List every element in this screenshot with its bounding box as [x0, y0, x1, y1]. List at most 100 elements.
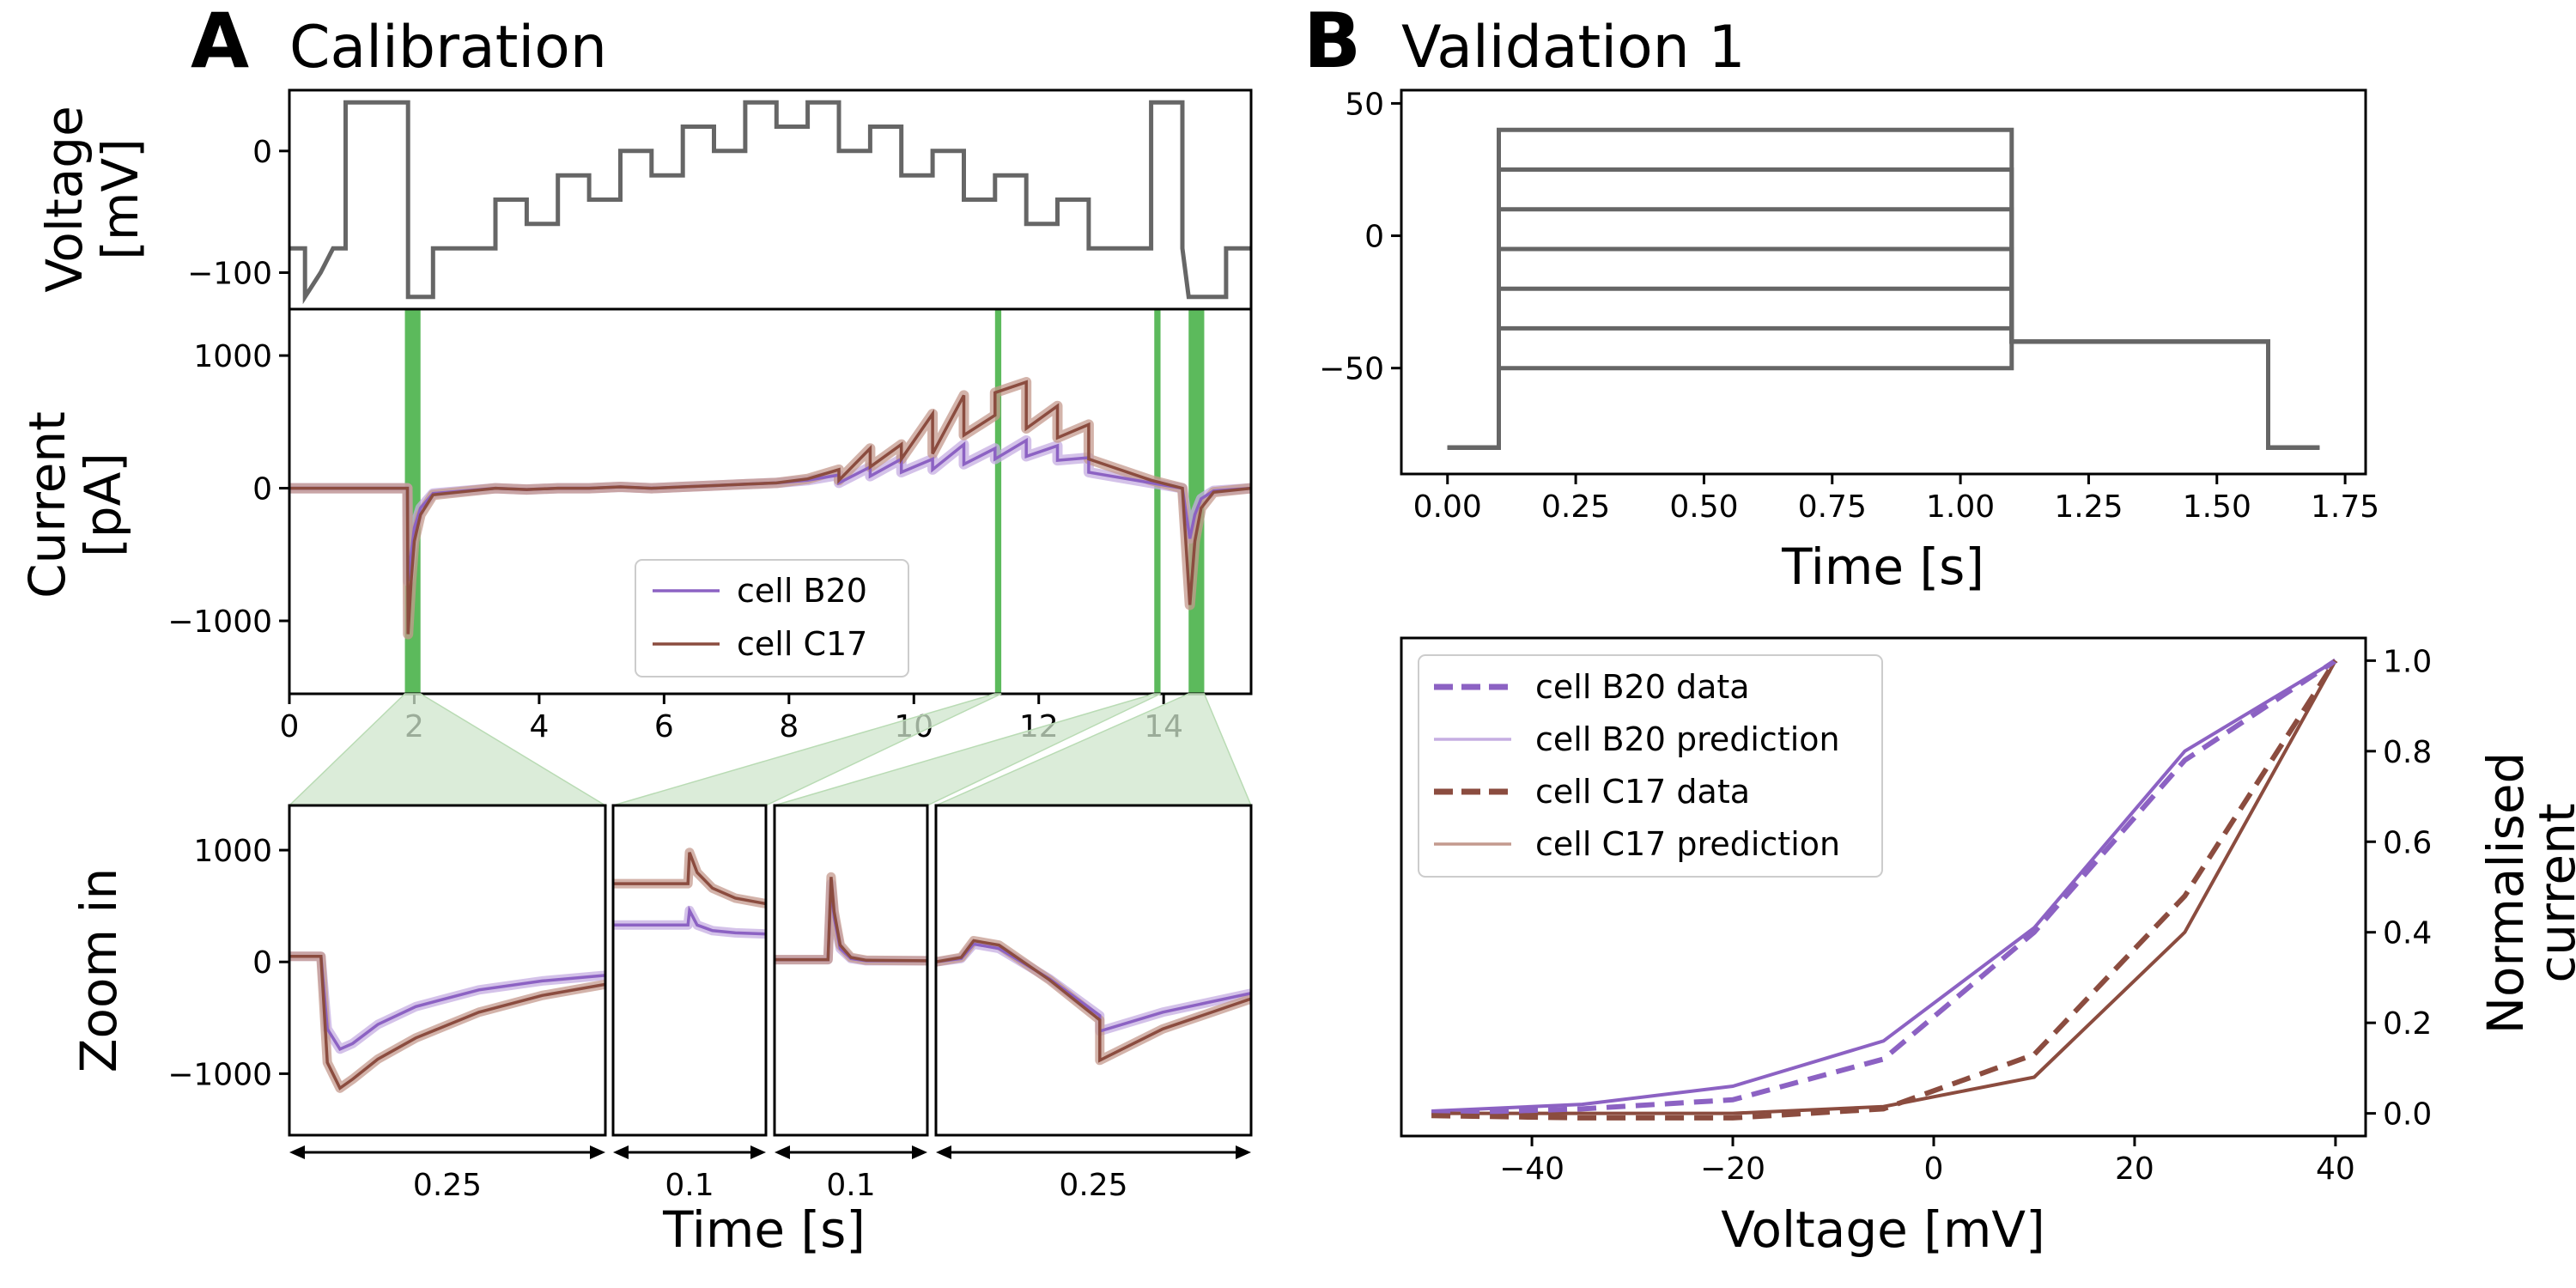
iv-series-line	[1431, 659, 2336, 1113]
zoom-frame	[934, 804, 1253, 1137]
y-tick-label: 0.6	[2383, 825, 2432, 860]
iv-x-ticks: −40 −20 0 20 40	[1499, 1136, 2355, 1187]
current-model-line	[289, 380, 1251, 635]
y-tick-label: 0.2	[2383, 1006, 2432, 1042]
y-tick-label: 0	[252, 135, 272, 170]
validation-trace-layer	[1447, 127, 2320, 450]
scale-bar-label: 0.25	[413, 1168, 482, 1203]
highlight-window	[994, 309, 1002, 694]
validation-step-trace	[1447, 127, 2320, 450]
x-tick-label: −20	[1700, 1151, 1765, 1187]
zoom-y-label: Zoom in	[70, 868, 128, 1073]
validation-step-trace	[1447, 339, 2320, 450]
zoom-inset-1: −1000 0 1000	[167, 804, 607, 1137]
x-tick-label: 0.75	[1798, 489, 1867, 525]
panel-b-letter: B	[1303, 0, 1361, 85]
iv-x-label: Voltage [mV]	[1721, 1200, 2044, 1259]
y-tick-label: 0.4	[2383, 916, 2432, 951]
x-tick-label: 20	[2115, 1151, 2154, 1187]
voltage-y-label-line1: Voltage	[35, 106, 94, 293]
zoom-model-line	[775, 877, 927, 963]
x-tick-label: 0	[280, 709, 300, 744]
zoom-data-band	[289, 951, 605, 1054]
iv-y-label-line1: Normalised	[2476, 752, 2535, 1035]
zoom-inset-2	[611, 804, 768, 1137]
x-tick-label: 0.25	[1541, 489, 1610, 525]
scale-bar-arrow-right	[912, 1145, 927, 1159]
zoom-scale-bars: 0.25 0.1 0.1 0.25	[289, 1145, 1251, 1203]
zoom-inset-3	[773, 804, 929, 1137]
x-tick-label: 8	[779, 709, 799, 744]
iv-legend-label-b20-data: cell B20 data	[1535, 668, 1750, 706]
iv-legend-label-c17-data: cell C17 data	[1535, 773, 1750, 811]
iv-axes-frame	[1400, 636, 2367, 1138]
current-y-label-line1: Current	[18, 411, 76, 598]
iv-legend-box	[1418, 654, 1883, 878]
scale-bar-arrow-right	[590, 1145, 605, 1159]
zoom-frame	[773, 804, 929, 1137]
y-tick-label: 0	[252, 945, 272, 981]
x-tick-label: 1.00	[1926, 489, 1995, 525]
validation-axes-frame	[1400, 88, 2367, 476]
x-tick-label: 1.75	[2311, 489, 2379, 525]
validation-x-label: Time [s]	[1781, 538, 1984, 596]
iv-y-label-line2: current	[2528, 803, 2576, 982]
x-tick-label: 0.50	[1669, 489, 1738, 525]
zoom-model-line	[289, 954, 605, 1091]
validation-step-trace	[1447, 325, 2320, 450]
x-tick-label: 1.25	[2054, 489, 2123, 525]
validation-x-ticks: 0.00 0.25 0.50 0.75 1.00 1.25 1.50 1.75	[1413, 474, 2379, 525]
y-tick-label: −50	[1319, 352, 1384, 387]
iv-series-line	[1431, 658, 2337, 1116]
iv-legend-label-b20-prediction: cell B20 prediction	[1535, 720, 1840, 758]
x-tick-label: 6	[654, 709, 674, 744]
calibration-legend: cell B20 cell C17	[635, 559, 909, 677]
current-y-ticks: −1000 0 1000	[167, 339, 289, 640]
current-axes-frame	[288, 307, 1253, 696]
calibration-legend-box	[635, 559, 909, 677]
zoom-frame	[288, 804, 607, 1137]
scale-bar-label: 0.25	[1059, 1168, 1127, 1203]
voltage-y-ticks: −100 0	[187, 135, 289, 292]
scale-bar-arrow-left	[936, 1145, 951, 1159]
x-tick-label: 4	[529, 709, 549, 744]
zoom-data-band	[775, 872, 927, 966]
scale-bar-label: 0.1	[826, 1168, 875, 1203]
current-trace-layer	[289, 377, 1251, 640]
voltage-trace-layer	[289, 100, 1251, 305]
zoom-data-band	[775, 878, 927, 966]
y-tick-label: 0.8	[2383, 735, 2432, 770]
zoom-connector	[288, 693, 608, 806]
iv-legend-label-c17-prediction: cell C17 prediction	[1535, 825, 1840, 863]
x-tick-label: 0.00	[1413, 489, 1482, 525]
iv-legend: cell B20 data cell B20 prediction cell C…	[1418, 654, 1883, 878]
y-tick-label: 0	[252, 472, 272, 507]
panel-a-x-label: Time [s]	[662, 1200, 866, 1259]
validation-y-ticks: −50 0 50	[1319, 87, 1401, 387]
x-tick-label: 0	[1924, 1151, 1944, 1187]
scale-bar-arrow-left	[613, 1145, 629, 1159]
zoom-model-line	[775, 883, 927, 963]
y-tick-label: 0.0	[2383, 1097, 2432, 1133]
scale-bar-arrow-left	[289, 1145, 305, 1159]
zoom-model-line	[613, 852, 766, 906]
y-tick-label: −1000	[167, 1057, 272, 1092]
zoom-model-line	[613, 905, 766, 936]
voltage-y-label-line2: [mV]	[91, 138, 149, 259]
panel-b-title: Validation 1	[1401, 14, 1746, 82]
zoom-connectors	[288, 693, 1253, 806]
highlight-window	[1154, 309, 1161, 694]
panel-a-letter: A	[191, 0, 249, 85]
zoom-frame	[611, 804, 768, 1137]
iv-trace-layer	[1431, 658, 2338, 1121]
y-tick-label: 1000	[193, 339, 272, 374]
x-tick-label: −40	[1499, 1151, 1564, 1187]
iv-curve-plot: 0.0 0.2 0.4 0.6 0.8 1.0 −40 −20 0 20 40 Voltage […	[1400, 636, 2576, 1259]
y-tick-label: 1000	[193, 834, 272, 869]
zoom-panels: −1000 0 1000	[167, 804, 1253, 1137]
iv-y-ticks: 0.0 0.2 0.4 0.6 0.8 1.0	[2366, 644, 2432, 1133]
y-tick-label: 50	[1345, 87, 1384, 122]
panel-a-title: Calibration	[289, 14, 607, 82]
